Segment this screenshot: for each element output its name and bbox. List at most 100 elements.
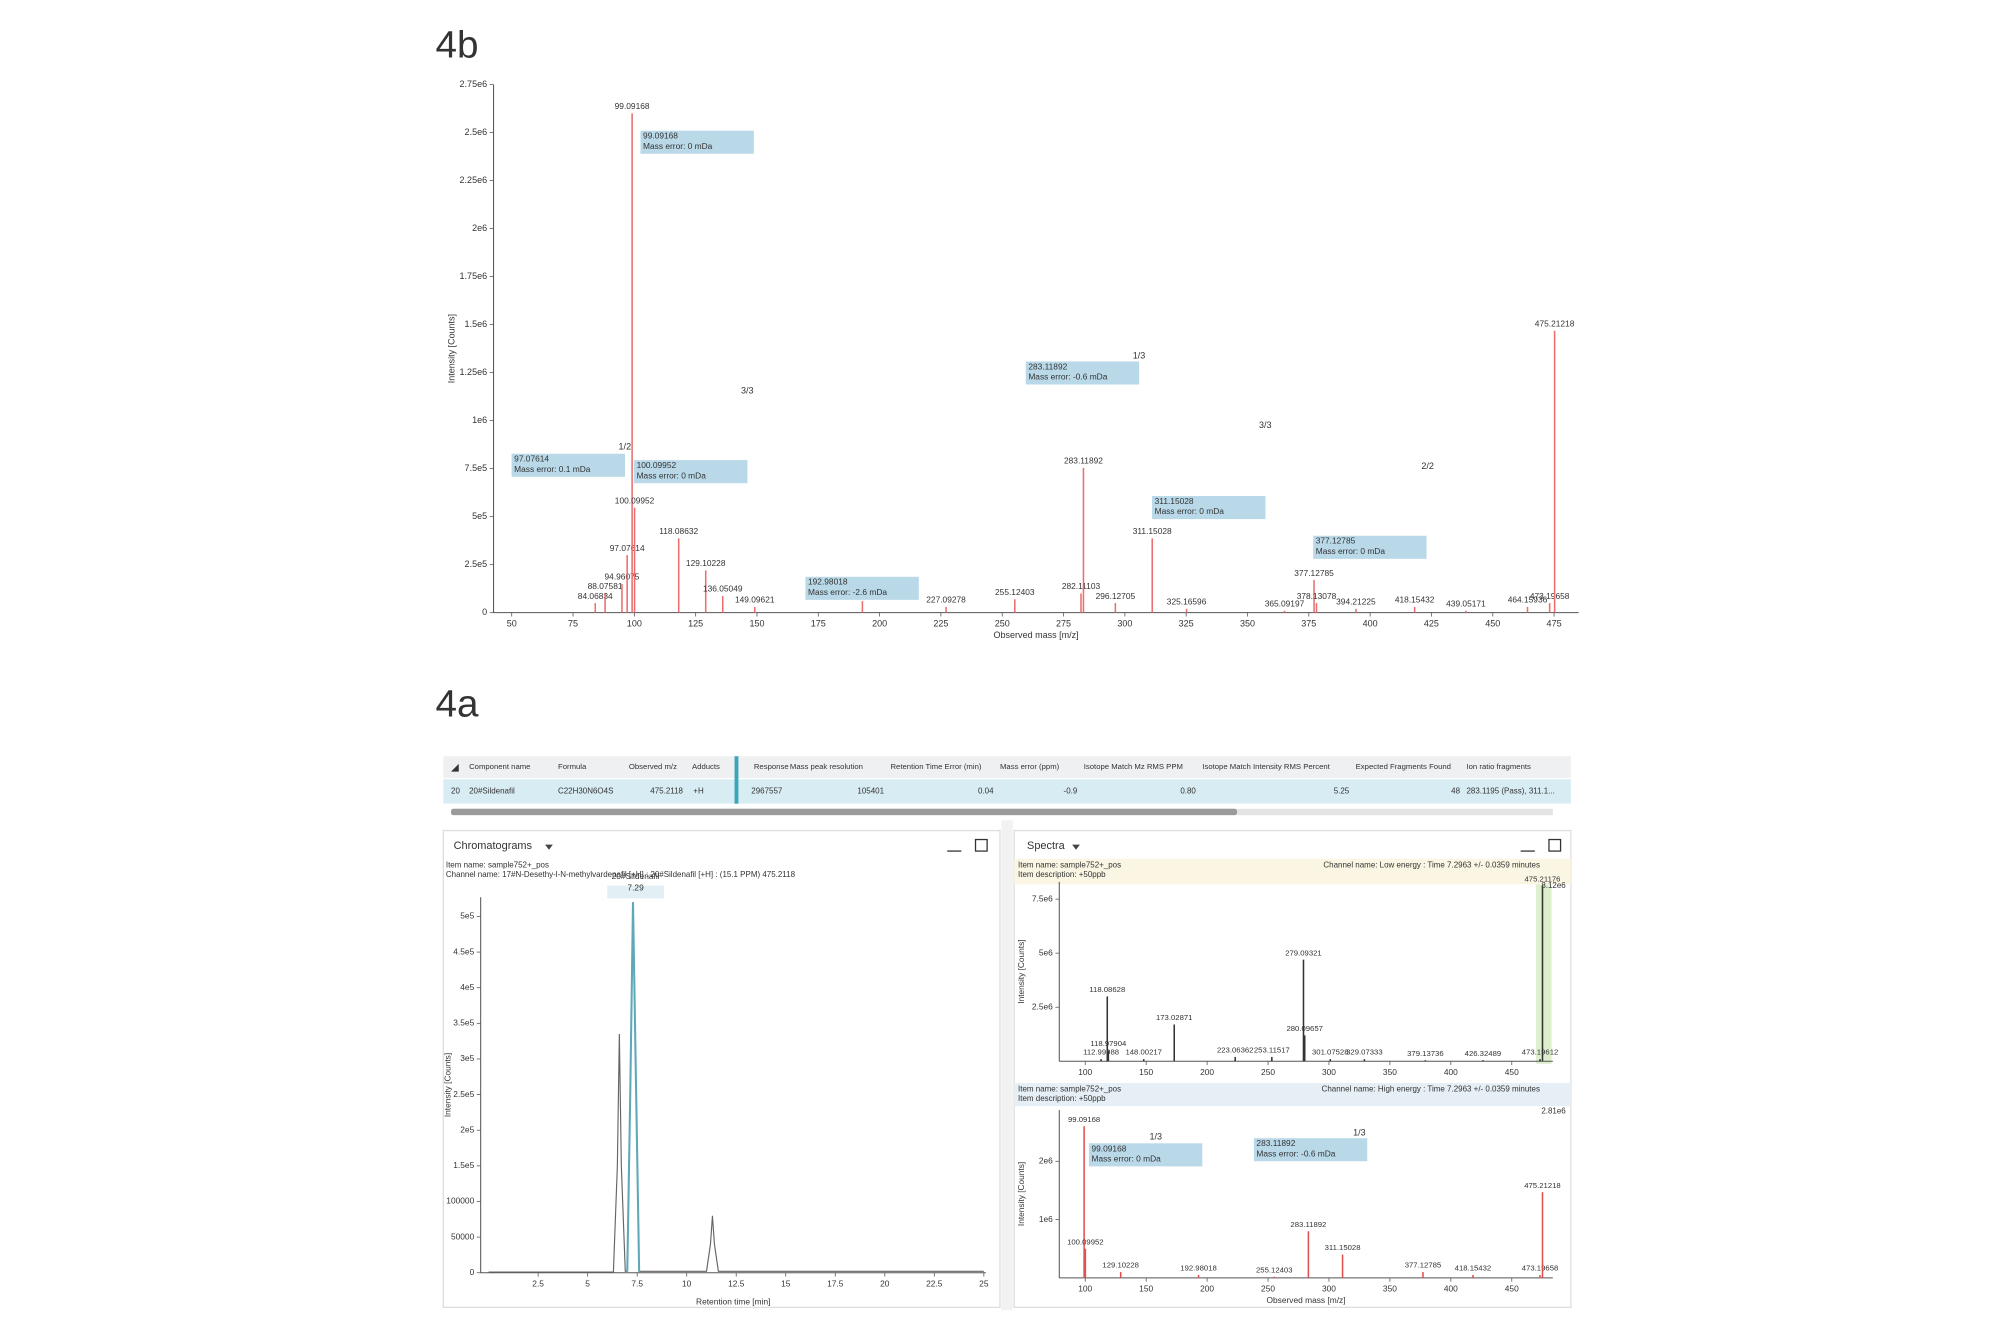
table-cell: +H: [693, 787, 704, 796]
x-tick-label: 400: [1363, 619, 1378, 629]
column-marker: [734, 756, 739, 804]
peak-label: 253.11517: [1254, 1046, 1290, 1055]
annotation-fraction: 1/3: [1353, 1127, 1366, 1137]
y-tick-label: 3.5e5: [453, 1018, 474, 1028]
peak-label: 283.11892: [1290, 1220, 1326, 1229]
y-tick-label: 2.75e6: [460, 79, 488, 89]
annotation-text: Mass error: 0 mDa: [637, 470, 707, 480]
item-info: Item description: +50ppb: [1018, 1094, 1106, 1103]
x-tick-label: 75: [568, 619, 578, 629]
annotation-fraction: 2/2: [1421, 461, 1434, 471]
x-tick-label: 250: [995, 619, 1010, 629]
annotation-box: [640, 130, 754, 154]
x-tick-label: 5: [585, 1279, 590, 1289]
peak-label: 379.13736: [1407, 1049, 1444, 1058]
maximize-button[interactable]: [1548, 838, 1562, 852]
peak-label: 279.09321: [1285, 948, 1322, 957]
peak-label: 329.07333: [1346, 1048, 1383, 1057]
maximize-button[interactable]: [974, 838, 988, 852]
peak-label: 100.09952: [615, 495, 655, 505]
peak-label-bg: [607, 885, 664, 899]
table-cell: 2967557: [751, 787, 783, 796]
scrollbar-thumb[interactable]: [451, 808, 1238, 816]
table-header: Isotope Match Mz RMS PPM: [1084, 762, 1183, 771]
peak-label: 118.97904: [1090, 1039, 1127, 1048]
dropdown-arrow[interactable]: [545, 844, 553, 850]
table-cell: C22H30N6O4S: [558, 787, 613, 796]
item-info: Item name: sample752+_pos: [1018, 1085, 1121, 1094]
annotation-text: Mass error: 0.1 mDa: [514, 464, 591, 474]
peak-label: 365.09197: [1265, 599, 1305, 609]
y-tick-label: 4.5e5: [453, 946, 474, 956]
x-tick-label: 150: [1139, 1284, 1153, 1294]
y-tick-label: 2.5e5: [453, 1089, 474, 1099]
annotation-fraction: 3/3: [741, 385, 754, 395]
spectra-pane: [1013, 829, 1572, 1309]
x-tick-label: 425: [1424, 619, 1439, 629]
table-cell: 5.25: [1334, 787, 1350, 796]
peak-label: 255.12403: [1256, 1265, 1293, 1274]
trace: [488, 902, 984, 1273]
y-tick-label: 1.75e6: [460, 271, 488, 281]
y-tick-label: 1.25e6: [460, 367, 488, 377]
annotation-box: [1088, 1143, 1203, 1167]
peak-label: 311.15028: [1133, 526, 1172, 536]
peak-label: 112.99988: [1083, 1048, 1119, 1057]
x-tick-label: 15: [781, 1279, 791, 1289]
x-tick-label: 450: [1485, 619, 1500, 629]
peak-label: 149.09621: [735, 595, 775, 605]
peak-label: 94.96075: [605, 572, 640, 582]
y-tick-label: 0: [470, 1267, 475, 1277]
peak-label: 473.19612: [1522, 1048, 1559, 1057]
annotation-box: [634, 460, 748, 484]
chromatogram-pane: [442, 829, 1001, 1309]
y-tick-label: 5e5: [460, 911, 474, 921]
annotation-text: 377.12785: [1316, 536, 1356, 546]
y-tick-label: 0: [482, 607, 487, 617]
peak-label: 301.07528: [1312, 1048, 1349, 1057]
splitter[interactable]: [1001, 820, 1013, 1310]
peak-label: 280.09657: [1286, 1024, 1323, 1033]
table-cell: 20: [451, 787, 460, 796]
peak-label: 475.21218: [1524, 1181, 1561, 1190]
peak-label: 255.12403: [995, 587, 1035, 597]
table-header: Mass peak resolution: [790, 762, 863, 771]
peak-label: 439.05171: [1446, 599, 1486, 609]
table-header: Mass error (ppm): [1000, 762, 1060, 771]
y-tick-label: 7.5e6: [1032, 893, 1053, 903]
dropdown-arrow[interactable]: [1072, 844, 1080, 850]
annotation-text: 311.15028: [1155, 496, 1194, 506]
table-cell: 283.1195 (Pass), 311.1...: [1466, 787, 1554, 796]
y-tick-label: 2e6: [1039, 1156, 1053, 1166]
peak-label: 475.21176: [1525, 874, 1561, 883]
table-row-bg[interactable]: [443, 779, 1571, 804]
y-tick-label: 7.5e5: [465, 463, 488, 473]
y-tick-label: 1e6: [472, 415, 487, 425]
channel-info: Channel name: High energy : Time 7.2963 …: [1322, 1085, 1540, 1094]
annotation-text: Mass error: 0 mDa: [1316, 546, 1386, 556]
table-cell: 475.2118: [650, 787, 683, 796]
item-info: Channel name: 17#N-Desethy-l-N-methylvar…: [446, 870, 796, 879]
y-tick-label: 1e6: [1039, 1214, 1053, 1224]
x-tick-label: 400: [1444, 1067, 1458, 1077]
peak-label: 296.12705: [1096, 591, 1136, 601]
peak-label: 418.15432: [1455, 1264, 1492, 1273]
x-tick-label: 12.5: [728, 1279, 745, 1289]
table-header: Ion ratio fragments: [1466, 762, 1531, 771]
annotation-text: Mass error: -0.6 mDa: [1028, 372, 1107, 382]
annotation-box: [805, 576, 919, 600]
x-tick-label: 375: [1301, 619, 1316, 629]
y-tick-label: 2.5e6: [1032, 1001, 1053, 1011]
peak-label: 325.16596: [1167, 597, 1207, 607]
y-tick-label: 2.5e6: [465, 127, 488, 137]
x-tick-label: 25: [979, 1279, 989, 1289]
peak-label: 394.21225: [1336, 597, 1376, 607]
peak-label: 475.21218: [1535, 319, 1575, 329]
item-info: Item name: sample752+_pos: [446, 860, 549, 869]
y-axis-label: Intensity [Counts]: [443, 1053, 453, 1117]
y-axis-label: Intensity [Counts]: [1016, 939, 1026, 1003]
x-tick-label: 350: [1383, 1284, 1397, 1294]
table-cell: 105401: [857, 787, 884, 796]
x-tick-label: 10: [682, 1279, 692, 1289]
table-header-bg: [443, 756, 1571, 779]
